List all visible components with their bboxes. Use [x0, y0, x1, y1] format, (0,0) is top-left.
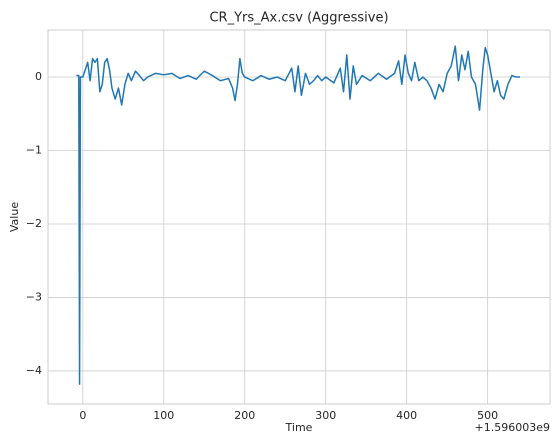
- y-tick-label: −2: [26, 217, 42, 230]
- y-tick-label: 0: [35, 70, 42, 83]
- x-tick-label: 0: [79, 409, 86, 422]
- x-tick-label: 400: [396, 409, 417, 422]
- plot-frame: [47, 29, 551, 405]
- data-line: [76, 45, 521, 385]
- y-tick-label: −1: [26, 144, 42, 157]
- x-axis-label: Time: [285, 421, 313, 434]
- x-tick-label: 200: [234, 409, 255, 422]
- x-tick-label: 300: [315, 409, 336, 422]
- x-tick-label: 500: [477, 409, 498, 422]
- y-axis-label: Value: [8, 202, 21, 232]
- chart-title: CR_Yrs_Ax.csv (Aggressive): [209, 11, 388, 26]
- x-tick-label: 100: [153, 409, 174, 422]
- x-offset-label: +1.596003e9: [475, 421, 550, 434]
- y-tick-label: −4: [26, 364, 42, 377]
- y-tick-label: −3: [26, 290, 42, 303]
